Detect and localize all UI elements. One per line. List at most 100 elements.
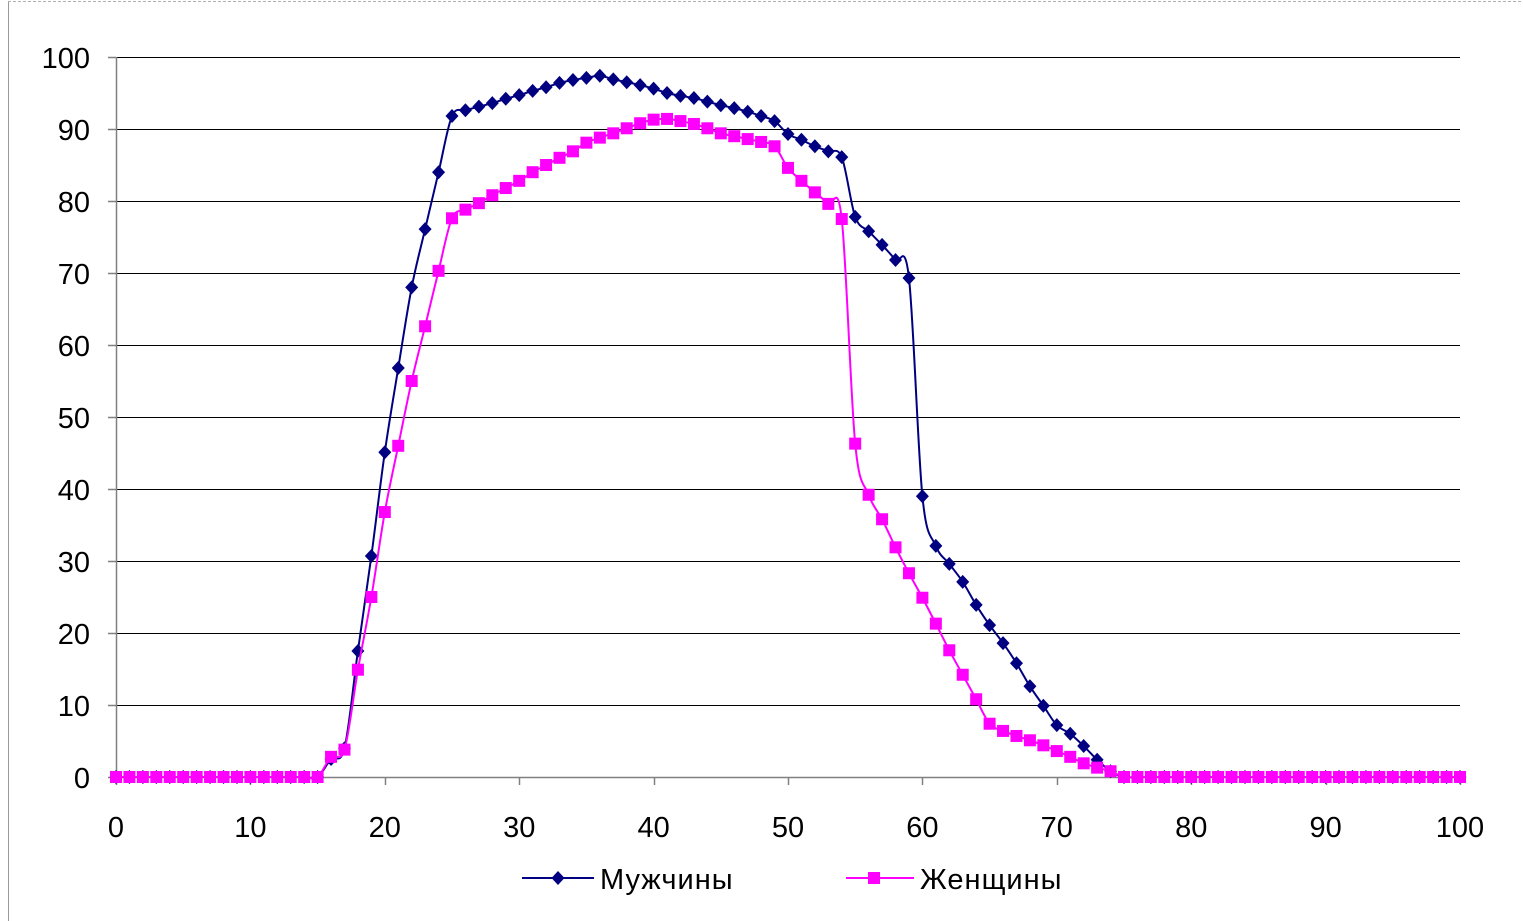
tick-labels: 0 10 20 30 40 50 60 70 80 90 100 0 10 20 30 40 50 60 70 80 9…: [42, 43, 1485, 844]
women-series-point: [271, 771, 284, 783]
women-series-point: [325, 750, 338, 763]
x-tick-label: 10: [234, 812, 266, 844]
y-tick-label: 20: [58, 619, 90, 651]
women-series-point: [190, 771, 203, 783]
women-series-point: [1265, 771, 1278, 783]
men-series-point: [539, 80, 553, 95]
women-series-point: [513, 174, 526, 187]
women-series-point: [1373, 771, 1386, 783]
y-tick-label: 0: [74, 763, 90, 795]
women-series-point: [298, 771, 311, 783]
men-series-point: [808, 139, 822, 154]
women-series-point: [943, 644, 956, 657]
men-series-line: [116, 74, 1460, 780]
men-series-point: [579, 70, 593, 85]
women-series-point: [1131, 771, 1144, 783]
women-series-point: [661, 112, 674, 125]
men-series-point: [942, 556, 956, 571]
women-series-point: [378, 506, 391, 519]
women-series-point: [459, 203, 472, 216]
women-series-point: [284, 771, 297, 783]
women-series-point: [728, 130, 741, 143]
women-series-point: [1333, 771, 1346, 783]
women-series-point: [1212, 771, 1225, 783]
men-series-point: [727, 101, 741, 116]
women-series-point: [1010, 729, 1023, 742]
men-series-point: [889, 253, 903, 268]
men-series-point: [499, 91, 513, 106]
men-series-point: [714, 98, 728, 113]
men-series-point: [1009, 656, 1023, 671]
women-series-point: [876, 513, 889, 526]
women-series-point: [110, 771, 122, 783]
women-series-point: [849, 437, 862, 450]
men-series-point: [956, 574, 970, 589]
men-series-point: [915, 489, 929, 504]
men-series-point: [794, 132, 808, 147]
women-series-point: [150, 771, 163, 783]
men-series-point: [768, 114, 782, 129]
women-series-point: [755, 135, 768, 148]
women-series-point: [311, 771, 324, 783]
women-series-point: [674, 115, 687, 128]
x-tick-label: 20: [369, 812, 401, 844]
y-tick-label: 80: [58, 187, 90, 219]
women-series-point: [1319, 771, 1332, 783]
women-series-point: [392, 439, 405, 452]
men-series-point: [969, 597, 983, 612]
legend-men-label: Мужчины: [600, 864, 734, 896]
women-series-point: [1198, 771, 1211, 783]
women-series-point: [822, 197, 835, 210]
x-tick-label: 100: [1436, 812, 1484, 844]
men-series-point: [1063, 726, 1077, 741]
men-series-point: [553, 75, 567, 90]
y-tick-label: 70: [58, 259, 90, 291]
women-series-point: [257, 771, 270, 783]
women-series-point: [338, 743, 351, 756]
men-series-point: [633, 78, 647, 93]
women-series-point: [647, 113, 660, 126]
women-series-point: [446, 212, 458, 225]
legend-men-diamond-marker: [551, 871, 565, 885]
men-series-point: [1050, 718, 1064, 733]
women-series-point: [795, 174, 808, 187]
women-series-point: [1292, 771, 1305, 783]
men-series-point: [848, 209, 862, 224]
women-series-point: [540, 159, 553, 171]
x-tick-label: 70: [1041, 812, 1073, 844]
men-series-point: [1077, 739, 1091, 754]
x-tick-label: 90: [1309, 812, 1341, 844]
women-series-point: [580, 136, 593, 149]
women-series-point: [593, 131, 606, 144]
women-series-point: [1386, 771, 1399, 783]
y-tick-label: 60: [58, 331, 90, 363]
women-series-point: [1050, 745, 1063, 758]
men-series-point: [1023, 679, 1037, 694]
men-series-point: [875, 237, 889, 252]
men-series-point: [566, 73, 580, 88]
men-series-point: [673, 88, 687, 103]
legend-women-label: Женщины: [920, 864, 1062, 896]
women-series-point: [1413, 771, 1426, 783]
men-series-point: [526, 83, 540, 98]
women-series-point: [916, 591, 929, 604]
men-series-point: [364, 548, 378, 563]
women-series-point: [1252, 771, 1265, 783]
men-series-point: [458, 103, 472, 118]
women-series-point: [1091, 761, 1104, 774]
women-series-point: [204, 771, 217, 783]
y-tick-label: 90: [58, 115, 90, 147]
women-series-point: [1454, 771, 1466, 783]
women-series-point: [472, 197, 485, 210]
women-series-point: [1077, 757, 1090, 770]
women-series-point: [956, 668, 969, 681]
women-series-point: [835, 213, 848, 225]
men-series-point: [741, 104, 755, 119]
y-tick-label: 30: [58, 547, 90, 579]
women-series-point: [432, 264, 445, 277]
women-series-point: [1427, 771, 1440, 783]
men-series-point: [391, 361, 405, 376]
men-series-point: [647, 81, 661, 96]
men-series-point: [902, 271, 916, 286]
legend: Мужчины Женщины: [522, 864, 1062, 896]
